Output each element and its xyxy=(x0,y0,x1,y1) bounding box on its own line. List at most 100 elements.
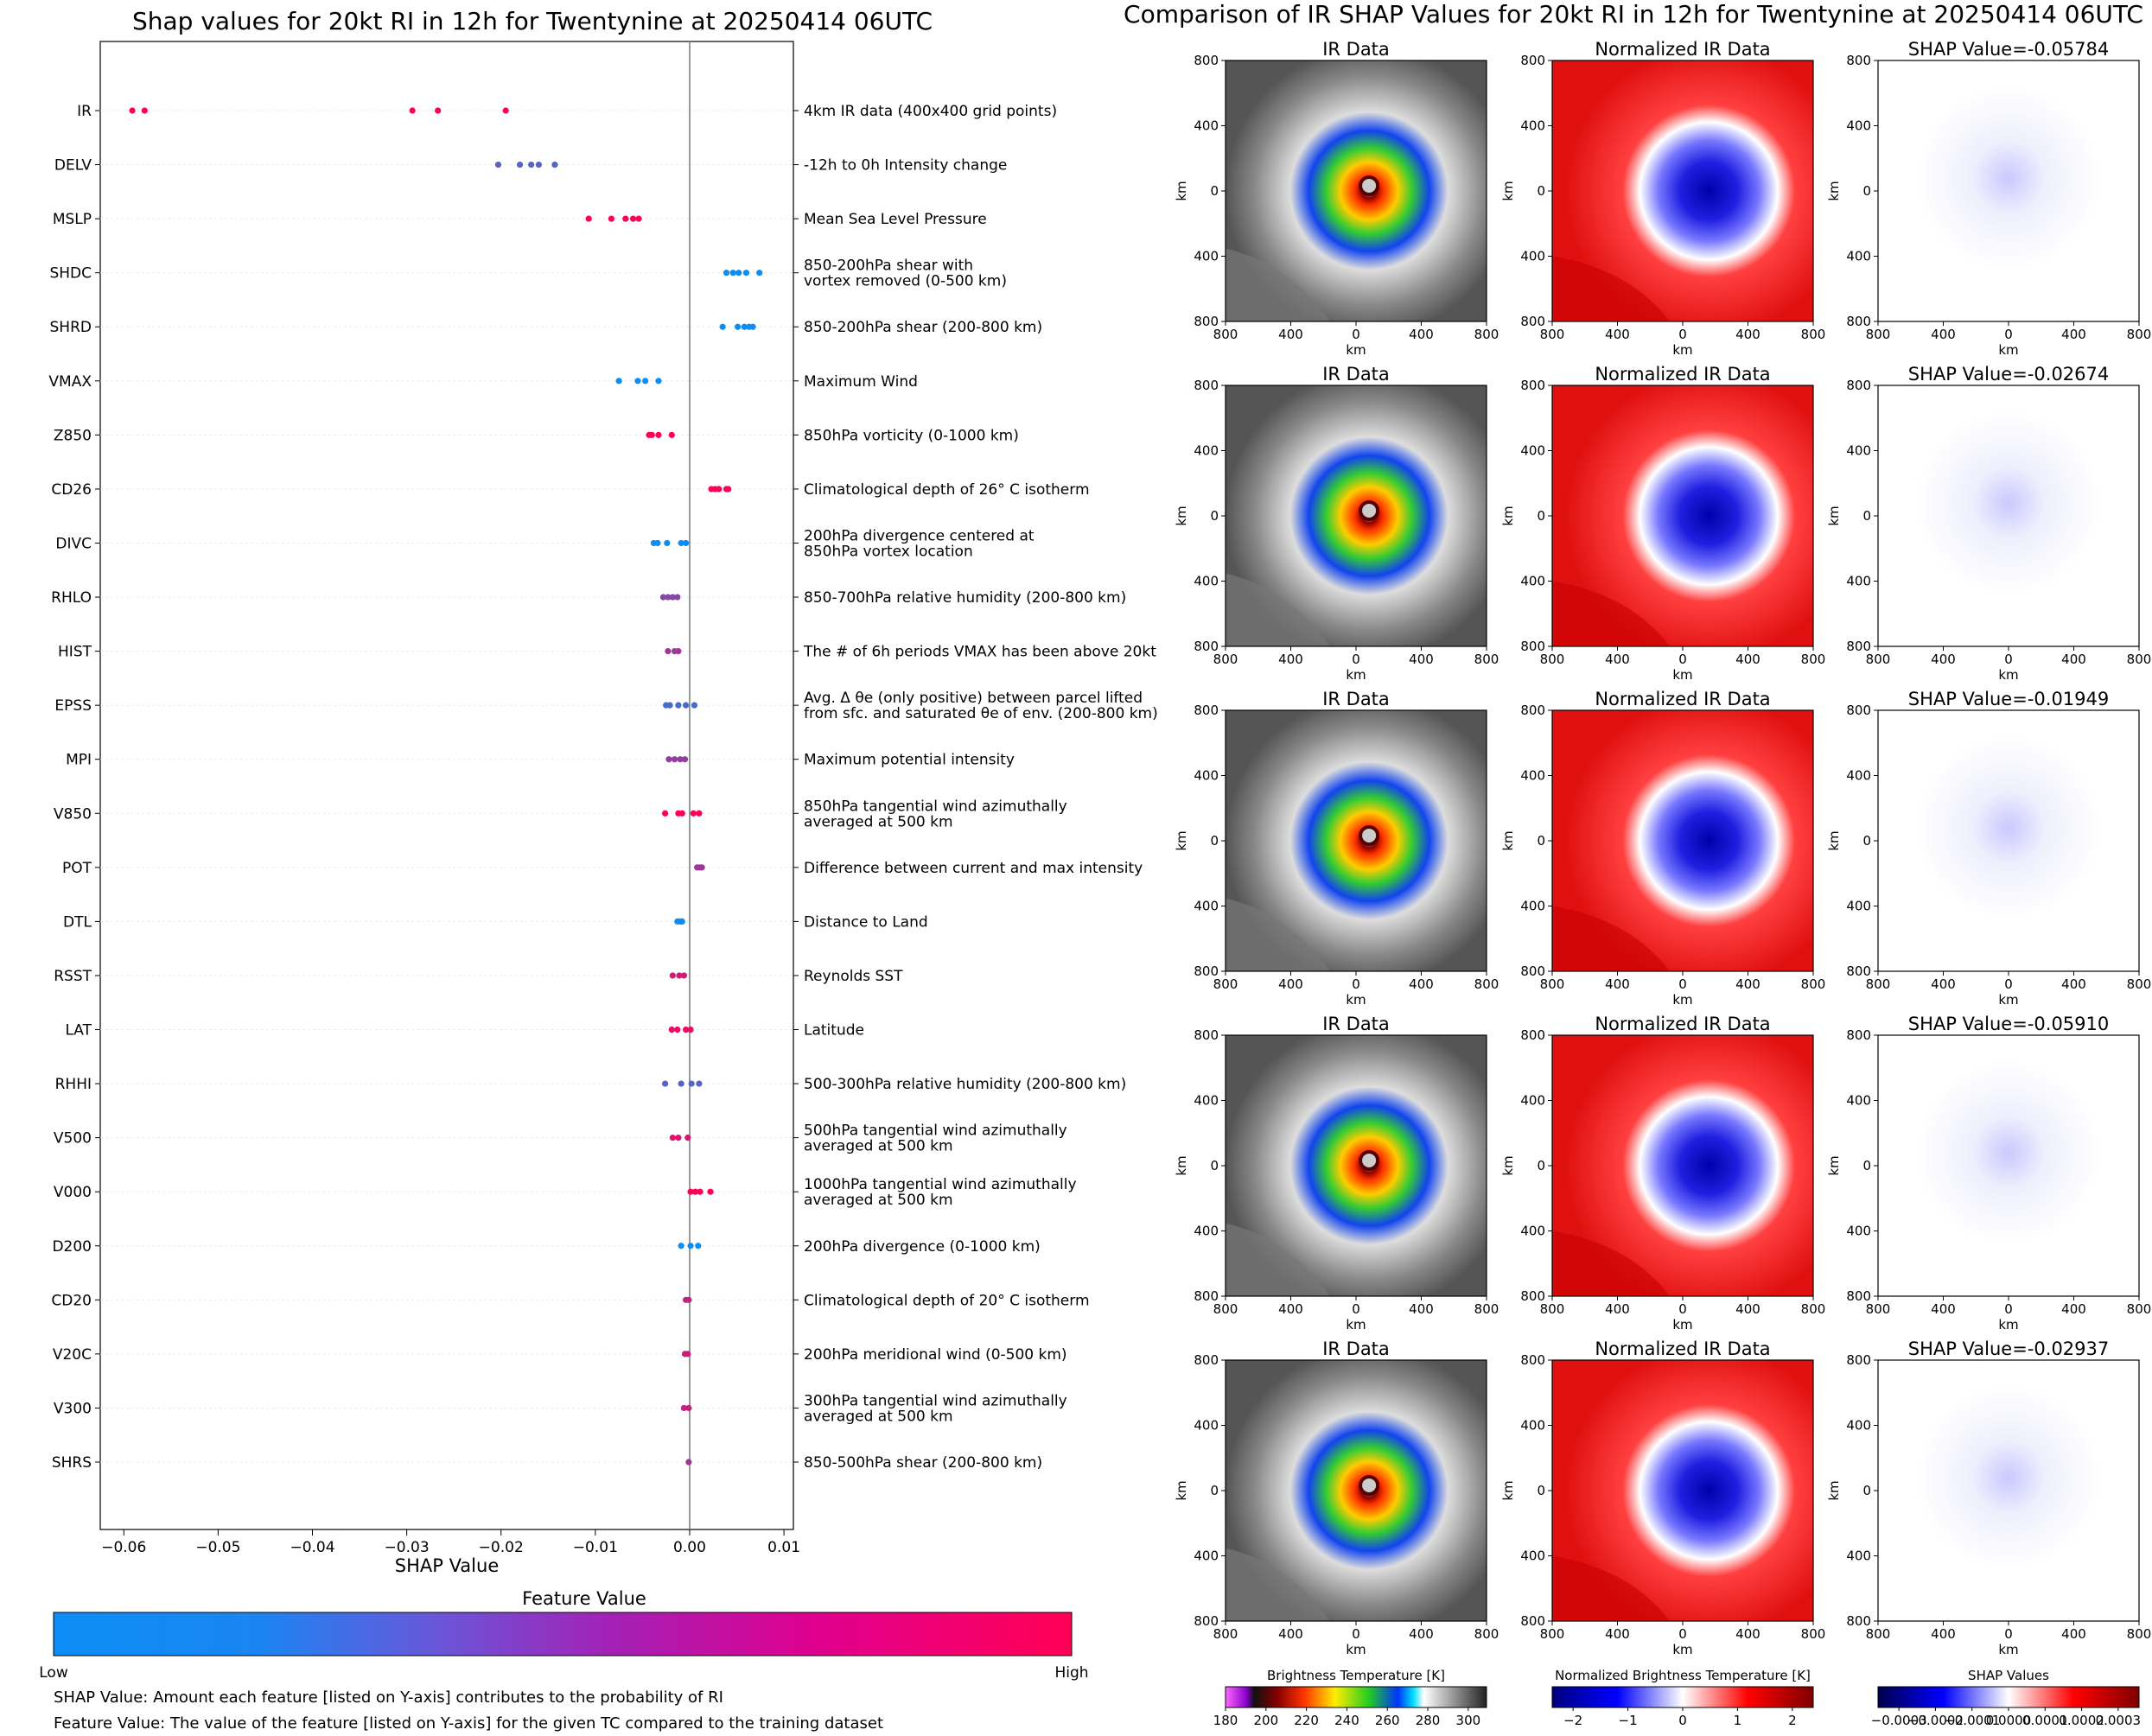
left-plot-frame xyxy=(99,41,794,1530)
feature-description: 850-200hPa shear (200-800 km) xyxy=(804,319,1042,336)
y-tick-label: 400 xyxy=(1194,1093,1219,1109)
feature-row-shrd: SHRD 850-200hPa shear (200-800 km) xyxy=(50,319,1043,336)
feature-label: V850 xyxy=(54,805,92,823)
feature-label: VMAX xyxy=(48,373,92,391)
x-tick-label: 400 xyxy=(1931,327,1956,342)
y-tick-label: 800 xyxy=(1846,963,1871,979)
land-region xyxy=(1552,256,1670,321)
colorbar-tick-label: 180 xyxy=(1213,1713,1238,1728)
feature-description: 200hPa meridional wind (0-500 km) xyxy=(804,1346,1067,1364)
feature-description: 850-500hPa shear (200-800 km) xyxy=(804,1454,1042,1472)
y-axis-unit: km xyxy=(1500,1155,1516,1175)
y-axis-unit: km xyxy=(1500,506,1516,525)
feature-label: IR xyxy=(77,103,92,120)
x-tick-label: 800 xyxy=(1474,327,1499,342)
shap-x-axis: −0.06 −0.05 −0.04 −0.03 −0.02 −0.01 0.00 0.01 xyxy=(101,1529,800,1556)
x-tick-label: 800 xyxy=(1213,976,1238,992)
right-panel-title: Comparison of IR SHAP Values for 20kt RI… xyxy=(1124,0,2143,29)
panel-r4-c3: SHAP Value=-0.05910800800400400004004008… xyxy=(1826,1014,2151,1332)
feature-label: RHHI xyxy=(55,1076,92,1093)
y-tick-label: 800 xyxy=(1520,1288,1545,1304)
colorbar-1: Brightness Temperature [K] 180 200 220 240 26… xyxy=(1213,1668,1487,1728)
shap-point xyxy=(687,1243,694,1250)
feature-label: MPI xyxy=(66,752,92,769)
feature-description: averaged at 500 km xyxy=(804,1138,953,1155)
colorbar-tick-label: −0.0001 xyxy=(1944,1713,2000,1728)
y-tick-label: 0 xyxy=(1537,1483,1545,1498)
x-tick-label: 800 xyxy=(1213,327,1238,342)
x-tick-label: 800 xyxy=(1540,327,1565,342)
feature-description: Climatological depth of 20° C isotherm xyxy=(804,1292,1090,1309)
shap-point xyxy=(671,756,678,763)
land-region xyxy=(1226,1548,1330,1621)
y-tick-label: 400 xyxy=(1194,1418,1219,1434)
colorbar-tick-label: 200 xyxy=(1253,1713,1278,1728)
y-axis-unit: km xyxy=(1826,181,1842,200)
feature-label: MSLP xyxy=(53,211,92,228)
land-region xyxy=(1552,1230,1670,1296)
shap-point xyxy=(435,107,442,114)
panel-r1-c2: Normalized IR Data8008004004000040040080… xyxy=(1500,39,1825,358)
y-tick-label: 800 xyxy=(1846,703,1871,718)
shap-point xyxy=(729,270,736,277)
x-tick-label: 0 xyxy=(2004,652,2013,667)
y-tick-label: 400 xyxy=(1194,1224,1219,1239)
colorbar-tick-label: −2 xyxy=(1563,1713,1582,1728)
feature-row-mslp: MSLP Mean Sea Level Pressure xyxy=(53,211,987,228)
x-tick-label: 800 xyxy=(1801,327,1826,342)
panel-title: IR Data xyxy=(1322,39,1390,60)
panel-title: Normalized IR Data xyxy=(1595,1339,1770,1359)
x-tick-label: 0 xyxy=(2004,327,2013,342)
feature-label: CD26 xyxy=(51,481,92,499)
x-tick-label: 400 xyxy=(1735,1626,1760,1642)
y-tick-label: 800 xyxy=(1846,314,1871,329)
y-tick-label: 400 xyxy=(1846,118,1871,134)
feature-description: 850-700hPa relative humidity (200-800 km… xyxy=(804,589,1126,607)
feature-description: Distance to Land xyxy=(804,913,928,931)
colorbar-tick-label: 260 xyxy=(1375,1713,1400,1728)
shap-point xyxy=(684,1351,691,1358)
shap-point xyxy=(655,431,662,438)
y-tick-label: 400 xyxy=(1846,574,1871,589)
x-tick-label: 400 xyxy=(1735,1301,1760,1317)
y-tick-label: 800 xyxy=(1194,963,1219,979)
y-tick-label: 400 xyxy=(1520,1418,1545,1434)
shap-point xyxy=(684,1135,691,1141)
shap-image xyxy=(1878,710,2139,971)
colorbar-tick-label: 0.0003 xyxy=(2096,1713,2142,1728)
panel-r4-c2: Normalized IR Data8008004004000040040080… xyxy=(1500,1014,1825,1332)
x-axis-label: SHAP Value xyxy=(395,1555,500,1576)
shap-point xyxy=(680,1404,688,1412)
x-tick-label: 400 xyxy=(1931,652,1956,667)
feature-description: 500hPa tangential wind azimuthally xyxy=(804,1122,1067,1140)
x-axis-unit: km xyxy=(1998,667,2018,683)
land-region xyxy=(1552,1555,1670,1621)
y-tick-label: 800 xyxy=(1194,639,1219,654)
y-axis-unit: km xyxy=(1826,506,1842,525)
x-tick-label: 800 xyxy=(1540,976,1565,992)
x-tick-label: −0.02 xyxy=(479,1539,524,1556)
x-axis-unit: km xyxy=(1998,1317,2018,1332)
y-tick-label: 400 xyxy=(1194,899,1219,914)
x-tick-label: −0.04 xyxy=(290,1539,334,1556)
colorbar-tick-label: −1 xyxy=(1619,1713,1638,1728)
x-tick-label: 400 xyxy=(1931,1626,1956,1642)
panel-title: IR Data xyxy=(1322,689,1390,709)
shap-point xyxy=(696,810,703,817)
land-region xyxy=(1226,1223,1330,1296)
x-axis-unit: km xyxy=(1672,667,1692,683)
x-axis-unit: km xyxy=(1672,342,1692,358)
feature-description: 1000hPa tangential wind azimuthally xyxy=(804,1176,1077,1193)
x-tick-label: −0.06 xyxy=(101,1539,146,1556)
shap-point xyxy=(669,1135,676,1141)
panel-r2-c3: SHAP Value=-0.02674800800400400004004008… xyxy=(1826,364,2151,683)
x-tick-label: 400 xyxy=(1409,976,1434,992)
feature-description: vortex removed (0-500 km) xyxy=(804,273,1007,290)
y-axis-unit: km xyxy=(1826,1155,1842,1175)
shap-point xyxy=(674,594,681,601)
shap-point xyxy=(691,1188,699,1195)
land-region xyxy=(1552,906,1670,971)
feature-label: SHDC xyxy=(49,265,92,283)
feature-label: HIST xyxy=(58,644,92,661)
y-tick-label: 800 xyxy=(1846,1288,1871,1304)
